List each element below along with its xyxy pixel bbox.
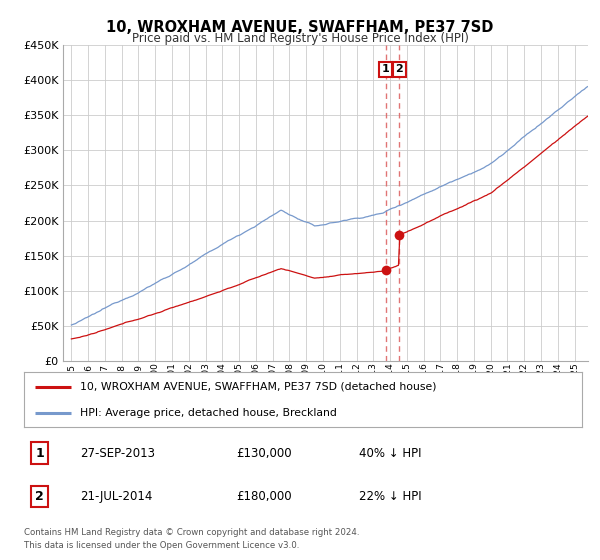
Text: 22% ↓ HPI: 22% ↓ HPI <box>359 490 421 503</box>
Text: 2: 2 <box>35 490 44 503</box>
Text: 10, WROXHAM AVENUE, SWAFFHAM, PE37 7SD: 10, WROXHAM AVENUE, SWAFFHAM, PE37 7SD <box>106 20 494 35</box>
Text: HPI: Average price, detached house, Breckland: HPI: Average price, detached house, Brec… <box>80 408 337 418</box>
Text: £180,000: £180,000 <box>236 490 292 503</box>
Text: £130,000: £130,000 <box>236 446 292 460</box>
Text: 40% ↓ HPI: 40% ↓ HPI <box>359 446 421 460</box>
Text: 1: 1 <box>35 446 44 460</box>
Text: 2: 2 <box>395 64 403 74</box>
Text: 21-JUL-2014: 21-JUL-2014 <box>80 490 152 503</box>
Text: Contains HM Land Registry data © Crown copyright and database right 2024.
This d: Contains HM Land Registry data © Crown c… <box>24 528 359 550</box>
Text: 1: 1 <box>382 64 389 74</box>
Text: Price paid vs. HM Land Registry's House Price Index (HPI): Price paid vs. HM Land Registry's House … <box>131 32 469 45</box>
Text: 10, WROXHAM AVENUE, SWAFFHAM, PE37 7SD (detached house): 10, WROXHAM AVENUE, SWAFFHAM, PE37 7SD (… <box>80 382 436 391</box>
Text: 27-SEP-2013: 27-SEP-2013 <box>80 446 155 460</box>
